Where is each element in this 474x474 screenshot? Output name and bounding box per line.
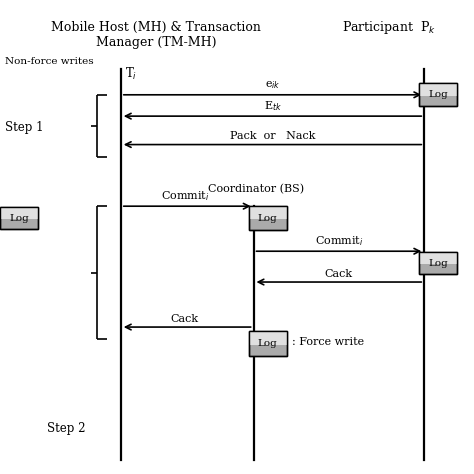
Text: : Force write: : Force write xyxy=(292,337,364,347)
FancyBboxPatch shape xyxy=(249,331,287,345)
Text: e$_{ik}$: e$_{ik}$ xyxy=(265,80,280,91)
FancyBboxPatch shape xyxy=(249,206,287,219)
Text: Commit$_i$: Commit$_i$ xyxy=(161,189,209,203)
Text: Coordinator (BS): Coordinator (BS) xyxy=(208,184,304,194)
Text: Log: Log xyxy=(258,339,278,348)
Text: Pack  or   Nack: Pack or Nack xyxy=(230,131,315,141)
FancyBboxPatch shape xyxy=(249,331,287,356)
Text: Step 1: Step 1 xyxy=(5,121,43,135)
Text: Log: Log xyxy=(9,214,29,222)
FancyBboxPatch shape xyxy=(419,252,457,274)
FancyBboxPatch shape xyxy=(249,206,287,230)
FancyBboxPatch shape xyxy=(419,83,457,106)
Text: Commit$_i$: Commit$_i$ xyxy=(315,234,363,248)
Text: Participant  P$_k$: Participant P$_k$ xyxy=(342,19,436,36)
Text: Mobile Host (MH) & Transaction
Manager (TM-MH): Mobile Host (MH) & Transaction Manager (… xyxy=(52,21,261,49)
Text: E$_{tk}$: E$_{tk}$ xyxy=(264,99,282,113)
Text: Cack: Cack xyxy=(325,269,353,279)
FancyBboxPatch shape xyxy=(0,207,38,219)
Text: Log: Log xyxy=(258,214,278,222)
FancyBboxPatch shape xyxy=(419,252,457,264)
Text: Non-force writes: Non-force writes xyxy=(5,57,93,66)
Text: Log: Log xyxy=(428,259,448,267)
FancyBboxPatch shape xyxy=(0,207,38,229)
Text: Log: Log xyxy=(428,91,448,99)
Text: Step 2: Step 2 xyxy=(47,422,86,436)
Text: Cack: Cack xyxy=(171,314,199,324)
Text: T$_i$: T$_i$ xyxy=(125,65,137,82)
FancyBboxPatch shape xyxy=(419,83,457,96)
